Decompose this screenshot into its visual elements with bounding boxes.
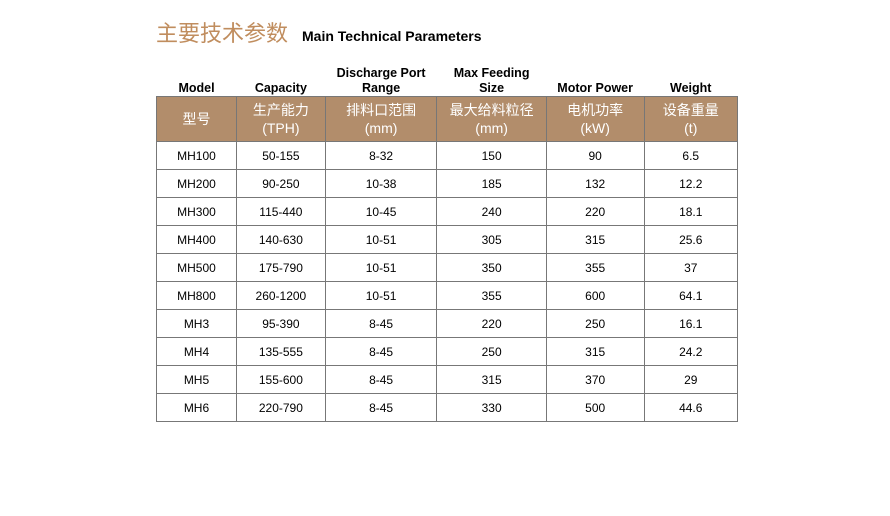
cell: 29 [644,366,738,394]
cell: 305 [437,226,546,254]
cell: 95-390 [236,310,325,338]
cell: MH300 [157,198,237,226]
content-container: 主要技术参数 Main Technical Parameters Model C… [0,0,890,422]
cell: 90-250 [236,170,325,198]
cell: 64.1 [644,282,738,310]
table-head: Model Capacity Discharge Port Range Max … [157,62,738,142]
table-row: MH20090-25010-3818513212.2 [157,170,738,198]
col-header-en-feed: Max Feeding Size [437,62,546,97]
cell: MH4 [157,338,237,366]
cell: 185 [437,170,546,198]
col-header-cn-feed: 最大给料粒径(mm) [437,97,546,142]
cell: 12.2 [644,170,738,198]
cell: 250 [546,310,644,338]
cell: 350 [437,254,546,282]
cell: 315 [437,366,546,394]
cell: 8-45 [325,394,437,422]
cell: 16.1 [644,310,738,338]
col-header-en-weight: Weight [644,62,738,97]
cell: 220-790 [236,394,325,422]
cell: 330 [437,394,546,422]
cell: 155-600 [236,366,325,394]
cell: 220 [546,198,644,226]
table-row: MH395-3908-4522025016.1 [157,310,738,338]
cell: 10-38 [325,170,437,198]
table-row: MH300115-44010-4524022018.1 [157,198,738,226]
col-header-cn-capacity: 生产能力(TPH) [236,97,325,142]
title-chinese: 主要技术参数 [156,16,288,48]
cell: 315 [546,226,644,254]
cell: 240 [437,198,546,226]
cell: 90 [546,142,644,170]
cell: 10-45 [325,198,437,226]
cell: 220 [437,310,546,338]
cell: 8-45 [325,310,437,338]
cell: MH400 [157,226,237,254]
cell: 132 [546,170,644,198]
table-row: MH6220-7908-4533050044.6 [157,394,738,422]
cell: 8-32 [325,142,437,170]
cell: 500 [546,394,644,422]
table-row: MH10050-1558-32150906.5 [157,142,738,170]
cell: MH6 [157,394,237,422]
header-row-chinese: 型号 生产能力(TPH) 排料口范围(mm) 最大给料粒径(mm) 电机功率(k… [157,97,738,142]
cell: 10-51 [325,282,437,310]
cell: MH5 [157,366,237,394]
cell: 18.1 [644,198,738,226]
title-english: Main Technical Parameters [302,28,481,44]
cell: 175-790 [236,254,325,282]
table-row: MH400140-63010-5130531525.6 [157,226,738,254]
table-row: MH4135-5558-4525031524.2 [157,338,738,366]
cell: 44.6 [644,394,738,422]
cell: 24.2 [644,338,738,366]
cell: MH100 [157,142,237,170]
cell: 10-51 [325,254,437,282]
cell: MH800 [157,282,237,310]
specs-table: Model Capacity Discharge Port Range Max … [156,62,738,422]
cell: 315 [546,338,644,366]
cell: 260-1200 [236,282,325,310]
col-header-cn-discharge: 排料口范围(mm) [325,97,437,142]
cell: 370 [546,366,644,394]
cell: MH200 [157,170,237,198]
cell: 8-45 [325,338,437,366]
cell: 140-630 [236,226,325,254]
header-row-english: Model Capacity Discharge Port Range Max … [157,62,738,97]
col-header-cn-model: 型号 [157,97,237,142]
col-header-cn-power: 电机功率(kW) [546,97,644,142]
cell: 600 [546,282,644,310]
cell: 150 [437,142,546,170]
col-header-en-discharge: Discharge Port Range [325,62,437,97]
col-header-en-capacity: Capacity [236,62,325,97]
cell: 355 [437,282,546,310]
table-row: MH800260-120010-5135560064.1 [157,282,738,310]
table-body: MH10050-1558-32150906.5MH20090-25010-381… [157,142,738,422]
cell: 10-51 [325,226,437,254]
cell: MH3 [157,310,237,338]
cell: MH500 [157,254,237,282]
col-header-cn-weight: 设备重量(t) [644,97,738,142]
cell: 135-555 [236,338,325,366]
cell: 355 [546,254,644,282]
cell: 50-155 [236,142,325,170]
table-row: MH5155-6008-4531537029 [157,366,738,394]
col-header-en-power: Motor Power [546,62,644,97]
col-header-en-model: Model [157,62,237,97]
cell: 115-440 [236,198,325,226]
cell: 8-45 [325,366,437,394]
cell: 6.5 [644,142,738,170]
cell: 37 [644,254,738,282]
cell: 25.6 [644,226,738,254]
title-row: 主要技术参数 Main Technical Parameters [156,16,890,48]
table-row: MH500175-79010-5135035537 [157,254,738,282]
cell: 250 [437,338,546,366]
